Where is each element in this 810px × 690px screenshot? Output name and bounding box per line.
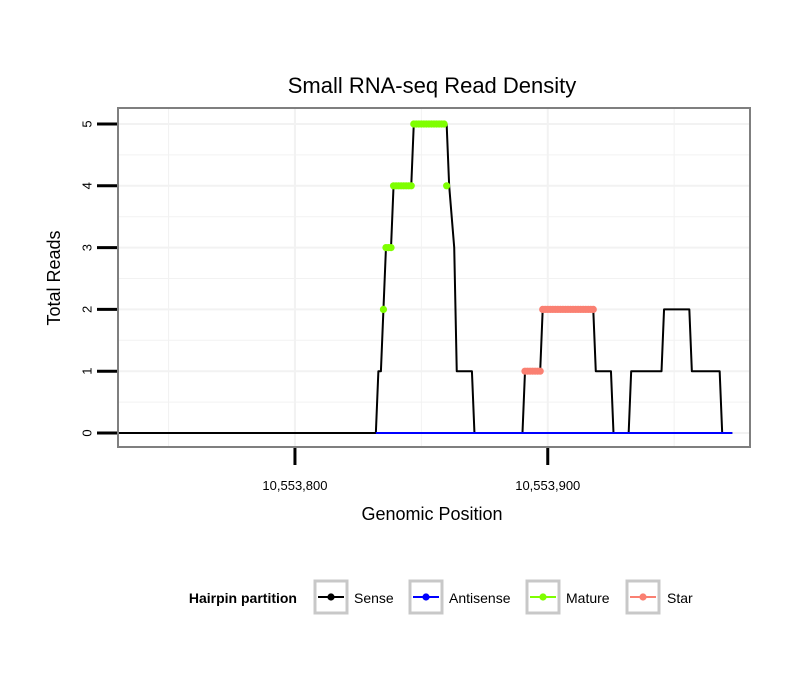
- plot-border: [117, 107, 751, 448]
- point-star: [536, 367, 544, 375]
- point-mature: [443, 182, 451, 190]
- y-tick-label: 1: [80, 368, 95, 375]
- legend: Hairpin partition Sense Antisense Mature St…: [189, 579, 693, 615]
- legend-key-point: [327, 593, 335, 601]
- y-tick-label: 3: [80, 244, 95, 251]
- legend-key-point: [639, 593, 647, 601]
- point-mature: [407, 182, 415, 190]
- legend-label: Star: [667, 590, 693, 606]
- x-axis: 10,553,800 10,553,900: [262, 448, 580, 493]
- legend-entries: Sense Antisense Mature Star: [313, 579, 693, 615]
- point-mature: [387, 244, 395, 252]
- y-axis: 0 1 2 3 4 5: [80, 120, 117, 437]
- x-tick-label: 10,553,900: [515, 478, 580, 493]
- point-star: [589, 305, 597, 313]
- legend-key-point: [539, 593, 547, 601]
- legend-item-mature: Mature: [525, 579, 610, 615]
- y-tick-label: 2: [80, 306, 95, 313]
- x-axis-title: Genomic Position: [361, 504, 502, 524]
- y-tick-label: 4: [80, 182, 95, 189]
- legend-label: Sense: [354, 590, 394, 606]
- legend-key-point: [422, 593, 430, 601]
- legend-label: Antisense: [449, 590, 511, 606]
- x-tick-label: 10,553,800: [262, 478, 327, 493]
- y-tick-label: 0: [80, 429, 95, 436]
- legend-item-sense: Sense: [313, 579, 394, 615]
- point-mature: [379, 305, 388, 313]
- legend-item-antisense: Antisense: [408, 579, 511, 615]
- y-tick-label: 5: [80, 120, 95, 127]
- chart-title: Small RNA-seq Read Density: [288, 73, 577, 98]
- legend-title: Hairpin partition: [189, 590, 297, 606]
- legend-label: Mature: [566, 590, 610, 606]
- points-layer: [379, 120, 597, 375]
- legend-item-star: Star: [625, 579, 693, 615]
- plot-background: [118, 108, 750, 447]
- point-mature: [440, 120, 448, 128]
- y-axis-title: Total Reads: [44, 230, 64, 325]
